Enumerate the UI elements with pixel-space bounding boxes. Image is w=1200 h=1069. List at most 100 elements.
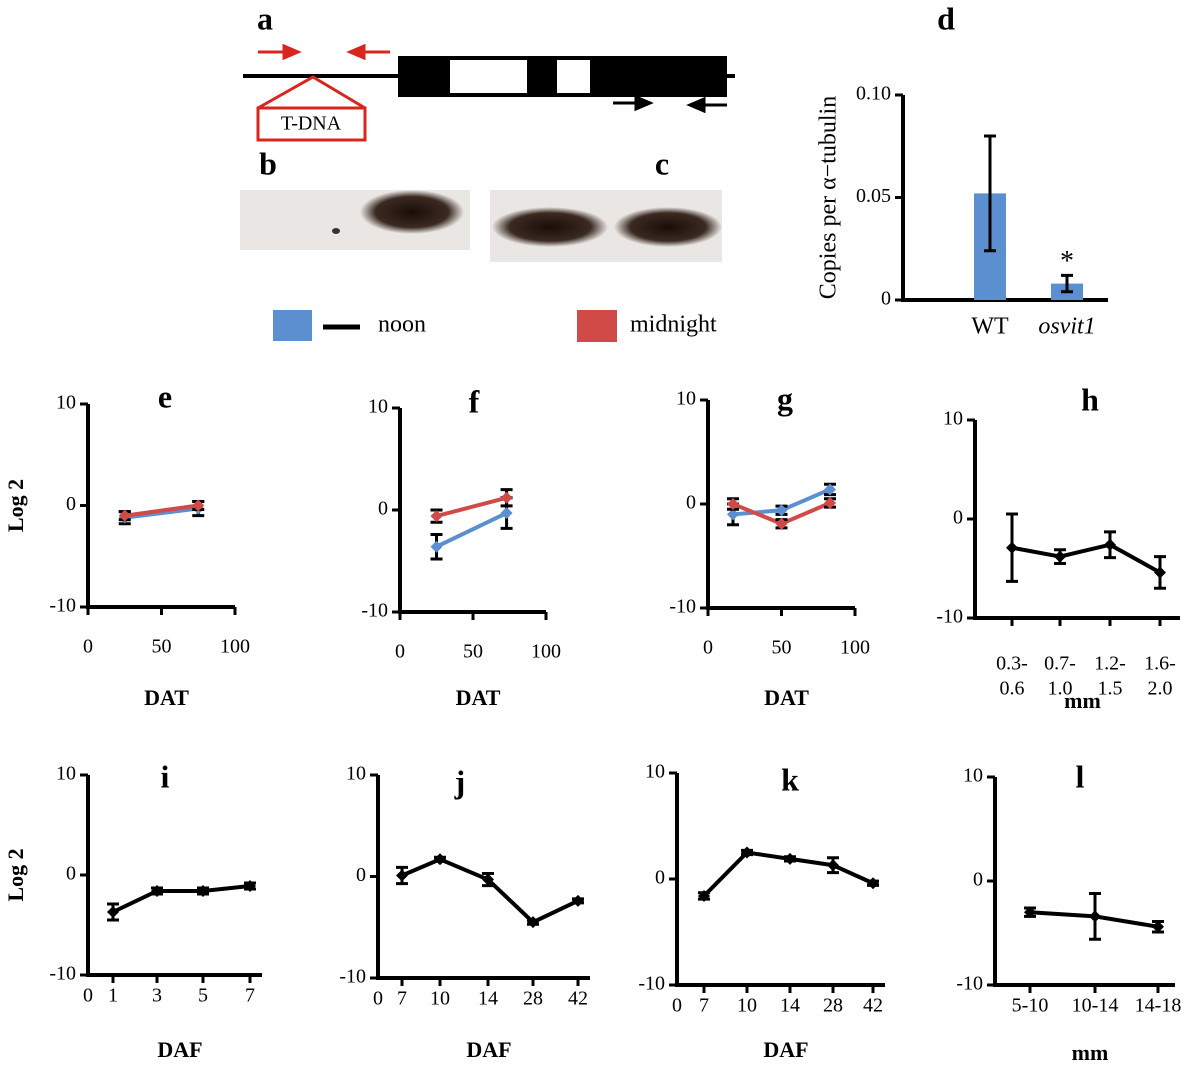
point bbox=[1152, 920, 1164, 933]
chart-title: g bbox=[777, 380, 793, 416]
point bbox=[107, 906, 119, 918]
chart-title: i bbox=[161, 758, 170, 794]
point bbox=[1104, 538, 1116, 551]
legend-swatch bbox=[577, 310, 617, 342]
x-tick-label: 14 bbox=[478, 988, 498, 1010]
x-tick-label: 1 bbox=[108, 985, 118, 1007]
chart-panel: h -10 0 10 mm 0.3- 0.6 0.7- 1.0 1.2- 1.5 1.6- 2.0 bbox=[936, 381, 1180, 713]
panel-label: b bbox=[259, 145, 277, 181]
x-axis-label: DAF bbox=[763, 1037, 808, 1062]
point bbox=[482, 873, 494, 886]
y-tick-label: 0 bbox=[881, 288, 891, 310]
point bbox=[824, 496, 837, 509]
point bbox=[827, 859, 839, 872]
x-axis-label: DAT bbox=[456, 685, 501, 710]
point bbox=[1154, 566, 1166, 579]
error-bar bbox=[984, 134, 996, 253]
y-tick-label: 10 bbox=[56, 392, 76, 414]
x-tick-label: 50 bbox=[152, 636, 172, 658]
point bbox=[197, 885, 209, 897]
annotation: * bbox=[1060, 246, 1074, 277]
point bbox=[775, 517, 788, 530]
point bbox=[1089, 910, 1101, 923]
legend: noon midnight bbox=[273, 310, 717, 342]
legend-label: noon bbox=[378, 312, 426, 338]
error-bar bbox=[1061, 273, 1073, 294]
chart-panel: l -10 0 10 mm 5-10 10-14 14-18 bbox=[956, 758, 1181, 1065]
x-tick-label: 100 bbox=[220, 636, 250, 658]
x-tick-label: 5-10 bbox=[1012, 995, 1049, 1017]
x-tick-label: 7 bbox=[397, 988, 407, 1010]
x-tick-label: 0.7- bbox=[1044, 653, 1076, 675]
point bbox=[118, 509, 131, 522]
x-tick-label: 10 bbox=[737, 995, 757, 1017]
x-axis-label: DAT bbox=[144, 685, 189, 710]
y-tick-label: -10 bbox=[669, 596, 696, 618]
insert-label: T-DNA bbox=[281, 113, 342, 135]
point bbox=[775, 504, 788, 517]
point bbox=[867, 877, 879, 890]
point bbox=[1024, 906, 1036, 919]
x-tick-label: 50 bbox=[772, 637, 792, 659]
y-tick-label: 0 bbox=[66, 493, 76, 515]
x-tick-label: 100 bbox=[840, 637, 870, 659]
chart-panel: j -10 0 10 DAF 7 10 14 28 42 0 bbox=[339, 763, 590, 1062]
chart-panel: i -10 0 10 Log 2 DAF 1 3 5 7 0 bbox=[3, 758, 262, 1062]
point bbox=[396, 869, 408, 882]
y-tick-label: 0 bbox=[686, 492, 696, 514]
point bbox=[500, 507, 513, 520]
point bbox=[572, 894, 584, 907]
x-tick-label: 1.2- bbox=[1094, 653, 1126, 675]
x-tick-label: 5 bbox=[198, 985, 208, 1007]
series-line bbox=[112, 884, 251, 914]
point bbox=[192, 499, 205, 512]
x-tick-label: 14 bbox=[780, 995, 800, 1017]
x-tick-label: 28 bbox=[823, 995, 843, 1017]
x-tick-label: 0 bbox=[703, 637, 713, 659]
point bbox=[500, 491, 513, 504]
point bbox=[784, 852, 796, 865]
y-tick-label: 10 bbox=[346, 763, 366, 785]
point bbox=[434, 853, 446, 866]
chart-title: j bbox=[454, 763, 466, 799]
x-axis-label: mm bbox=[1072, 1040, 1109, 1065]
series-line bbox=[435, 495, 508, 519]
x-tick-label: 0 bbox=[395, 641, 405, 663]
point bbox=[741, 846, 753, 859]
x-tick-label: 28 bbox=[523, 988, 543, 1010]
x-tick-label: WT bbox=[971, 314, 1009, 340]
y-tick-label: 0 bbox=[655, 867, 665, 889]
series-line bbox=[124, 503, 199, 518]
y-axis-label: Copies per α−tubulin bbox=[816, 96, 842, 299]
point bbox=[430, 540, 443, 553]
y-tick-label: 10 bbox=[676, 388, 696, 410]
x-tick-label: 0.6 bbox=[1000, 678, 1025, 700]
x-tick-label: 7 bbox=[245, 985, 255, 1007]
y-tick-label: -10 bbox=[361, 600, 388, 622]
point bbox=[1054, 550, 1066, 563]
y-tick-label: 0 bbox=[378, 498, 388, 520]
x-axis-label: DAT bbox=[764, 685, 809, 710]
series-line bbox=[435, 511, 508, 549]
x-tick-label: 100 bbox=[531, 641, 561, 663]
x-tick-label: 1.0 bbox=[1048, 678, 1073, 700]
y-tick-label: -10 bbox=[49, 595, 76, 617]
x-tick-label: 1.6- bbox=[1144, 653, 1176, 675]
point bbox=[244, 880, 256, 892]
x-tick-label: 3 bbox=[152, 985, 162, 1007]
x-tick-label: 7 bbox=[699, 995, 709, 1017]
chart-title: k bbox=[781, 761, 799, 797]
y-tick-label: 0 bbox=[953, 507, 963, 529]
chart-panel: k -10 0 10 DAF 7 10 14 28 42 0 bbox=[638, 761, 885, 1062]
gene-diagram: T-DNA a bbox=[243, 0, 735, 142]
point bbox=[726, 508, 739, 521]
chart-panel: g -10 0 10 DAT 0 50 100 bbox=[669, 380, 870, 710]
x-tick-label: 42 bbox=[863, 995, 883, 1017]
y-tick-label: -10 bbox=[339, 966, 366, 988]
chart-title: l bbox=[1076, 758, 1085, 794]
y-axis-label: Log 2 bbox=[3, 479, 28, 532]
chart-title: e bbox=[158, 378, 172, 414]
y-tick-label: 0.05 bbox=[856, 185, 891, 207]
x-axis-label: DAF bbox=[466, 1037, 511, 1062]
x-tick-label: 1.5 bbox=[1098, 678, 1123, 700]
